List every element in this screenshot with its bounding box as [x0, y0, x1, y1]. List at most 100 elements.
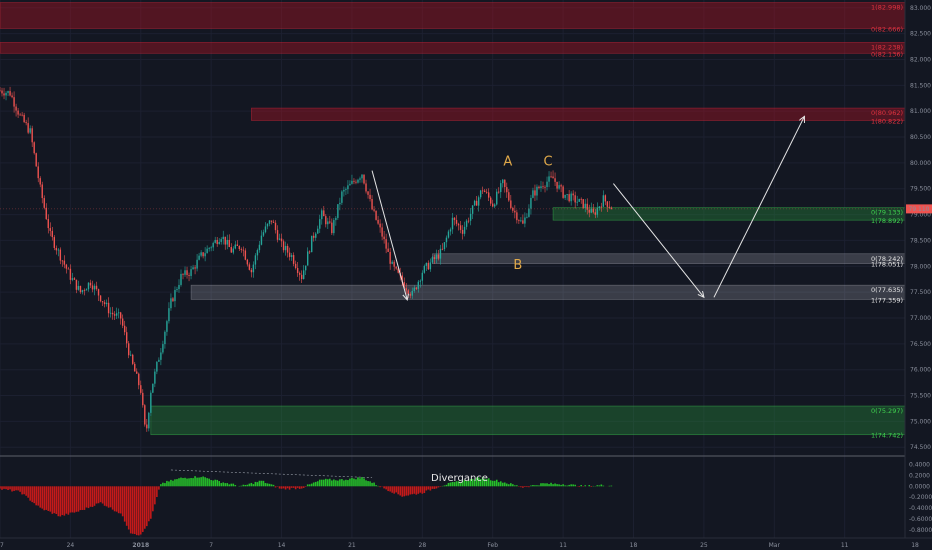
candle-body: [238, 245, 241, 250]
candle-body: [158, 359, 160, 362]
zone-green-79: [552, 207, 906, 221]
zone-label-bottom: 0(82.136): [871, 50, 903, 58]
candle-body: [162, 344, 164, 353]
candle-body: [498, 191, 500, 193]
candle-body: [524, 217, 526, 224]
candle-body: [475, 200, 478, 206]
zone-green-75: [150, 405, 906, 436]
price-tick-label: 80.000: [910, 160, 931, 167]
candle-body: [222, 236, 224, 240]
zone-top-red-1: [0, 2, 906, 29]
price-tick-label: 77.500: [910, 289, 931, 296]
candle-body: [582, 199, 584, 208]
price-tick-label: 81.000: [910, 108, 931, 115]
candle-body: [514, 210, 516, 213]
candle-body: [610, 207, 613, 210]
candle-body: [469, 213, 472, 221]
candle-body: [198, 255, 200, 260]
candle-body: [53, 237, 56, 248]
candle-body: [487, 192, 490, 198]
candle-body: [502, 179, 504, 184]
candle-body: [1, 90, 3, 94]
candle-body: [294, 263, 297, 269]
candle-body: [467, 220, 470, 222]
candle-body: [473, 200, 476, 206]
price-tick-label: 79.000: [910, 212, 931, 219]
candle-body: [190, 269, 192, 276]
candle-body: [43, 198, 45, 208]
price-tick-label: 81.500: [910, 82, 931, 89]
candle-body: [170, 298, 172, 309]
candle-body: [540, 186, 542, 189]
candle-body: [302, 270, 305, 280]
candle-body: [359, 178, 361, 180]
candle-body: [21, 114, 23, 116]
candle-body: [49, 228, 51, 231]
candle-body: [284, 245, 287, 251]
candle-body: [204, 253, 206, 257]
candle-body: [496, 191, 498, 205]
candle-body: [55, 247, 58, 251]
candle-body: [490, 197, 492, 204]
candle-body: [421, 272, 424, 281]
candle-body: [397, 268, 399, 273]
candle-body: [178, 284, 180, 290]
candle-body: [228, 239, 230, 248]
candle-body: [140, 385, 142, 393]
candle-body: [115, 313, 118, 316]
candle-body: [57, 249, 60, 251]
price-tick-label: 82.500: [910, 31, 931, 38]
wave-label: A: [503, 154, 512, 169]
time-tick-label: 7: [209, 542, 213, 549]
candle-body: [383, 236, 385, 240]
candle-body: [254, 255, 257, 265]
candle-body: [45, 207, 47, 220]
candle-body: [367, 191, 369, 195]
candle-body: [184, 270, 186, 275]
candle-body: [323, 210, 325, 217]
candle-body: [226, 239, 228, 245]
candle-body: [242, 249, 245, 251]
candle-body: [325, 216, 327, 225]
candle-body: [333, 220, 335, 234]
candle-body: [353, 180, 355, 182]
candle-body: [206, 248, 208, 254]
zone-label-top: 1(82.998): [871, 4, 903, 12]
candle-body: [156, 361, 158, 372]
candle-body: [373, 209, 375, 211]
candle-body: [387, 248, 389, 252]
candle-body: [536, 186, 538, 196]
candle-body: [174, 290, 176, 302]
candle-body: [411, 290, 413, 296]
candle-body: [125, 332, 128, 344]
candle-body: [150, 392, 152, 413]
candle-body: [306, 251, 309, 266]
candle-body: [439, 248, 442, 259]
candle-body: [339, 202, 341, 205]
price-tick-label: 76.500: [910, 341, 931, 348]
zone-label-bottom: 0(82.666): [871, 25, 903, 33]
candle-body: [240, 249, 243, 250]
candle-body: [272, 221, 275, 223]
candle-body: [562, 186, 564, 198]
candle-body: [309, 251, 311, 253]
candle-body: [500, 183, 502, 193]
candle-body: [47, 219, 49, 229]
candle-body: [128, 343, 130, 356]
price-zones: 1(82.998) 0(82.666) 1(82.238)0(82.136) 0(80…: [0, 2, 906, 440]
oscillator-tick-label: -0.2000: [909, 494, 932, 501]
candle-body: [69, 268, 72, 280]
candle-body: [538, 186, 540, 189]
candle-body: [345, 189, 347, 190]
candle-body: [264, 226, 267, 233]
candle-body: [5, 92, 7, 96]
projection-arrows: [371, 116, 804, 300]
price-tick-label: 82.000: [910, 56, 931, 63]
candle-body: [349, 183, 351, 186]
zone-label-top: 0(80.962): [871, 109, 903, 117]
zone-top-red-2: [0, 42, 906, 54]
candle-body: [164, 331, 166, 345]
candle-body: [292, 255, 295, 264]
candle-body: [258, 244, 261, 251]
candle-body: [236, 244, 239, 246]
